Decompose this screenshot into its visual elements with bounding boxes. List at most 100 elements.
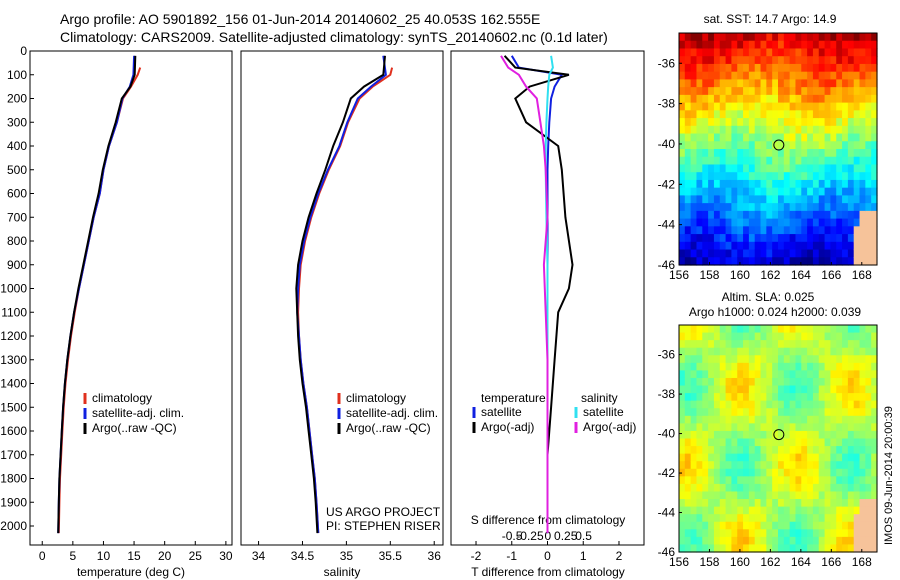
- map-cell: [842, 536, 849, 546]
- map-cell: [684, 468, 692, 477]
- map-cell: [743, 385, 750, 394]
- x-tick-label: 34.5: [291, 549, 315, 563]
- map-cell: [713, 347, 721, 356]
- map-cell: [772, 226, 779, 235]
- map-cell: [719, 347, 727, 356]
- map-cell: [801, 476, 808, 485]
- map-cell: [871, 325, 878, 334]
- map-cell: [807, 325, 814, 334]
- map-cell: [865, 453, 872, 462]
- map-cell: [760, 476, 767, 485]
- map-cell: [807, 340, 814, 349]
- map-cell: [812, 149, 820, 158]
- map-cell: [859, 483, 866, 493]
- map-cell: [731, 347, 738, 356]
- map-cell: [713, 499, 721, 508]
- map-cell: [818, 544, 826, 553]
- map-cell: [812, 461, 820, 470]
- map-cell: [824, 514, 832, 523]
- map-cell: [719, 226, 727, 235]
- map-cell: [818, 483, 826, 493]
- map-cell: [865, 63, 872, 73]
- map-cell: [830, 385, 837, 394]
- map-cell: [865, 164, 872, 173]
- map-cell: [772, 125, 779, 135]
- map-cell: [684, 355, 692, 364]
- map-cell: [737, 476, 744, 485]
- map-cell: [789, 544, 797, 553]
- map-cell: [824, 355, 832, 364]
- map-cell: [865, 125, 872, 135]
- map-cell: [789, 415, 797, 424]
- map-cell: [859, 362, 866, 371]
- map-cell: [812, 141, 820, 150]
- map-cell: [690, 438, 698, 447]
- map-cell: [778, 400, 785, 409]
- map-cell: [795, 446, 802, 455]
- map-cell: [696, 118, 703, 127]
- map-cell: [807, 118, 814, 127]
- map-cell: [754, 218, 762, 227]
- map-cell: [865, 56, 872, 65]
- map-cell: [783, 257, 791, 266]
- map-cell: [778, 118, 785, 127]
- map-cell: [696, 63, 703, 73]
- map-cell: [772, 87, 779, 96]
- map-cell: [789, 87, 797, 96]
- map-cell: [836, 340, 843, 349]
- y-tick-label: 500: [7, 163, 27, 177]
- map-cell: [830, 446, 837, 455]
- map-cell: [743, 226, 750, 235]
- map-cell: [859, 340, 866, 349]
- map-cell: [812, 102, 820, 111]
- map-cell: [690, 48, 698, 57]
- map-cell: [731, 33, 738, 42]
- diff-legend-title: salinity: [581, 391, 618, 405]
- map-cell: [836, 476, 843, 485]
- map-cell: [679, 133, 686, 142]
- x-axis-label: salinity: [324, 565, 361, 579]
- map-y-tick-label: -46: [658, 258, 676, 272]
- map-cell: [859, 118, 866, 127]
- map-cell: [795, 370, 802, 379]
- map-cell: [778, 164, 785, 173]
- map-cell: [754, 234, 762, 243]
- map-cell: [853, 385, 861, 394]
- map-cell: [760, 40, 767, 50]
- map-cell: [708, 521, 715, 530]
- map-cell: [807, 149, 814, 158]
- map-cell: [778, 218, 785, 227]
- map-cell: [871, 164, 878, 173]
- map-cell: [766, 234, 773, 243]
- map-cell: [696, 133, 703, 142]
- map-cell: [795, 514, 802, 523]
- map-cell: [836, 249, 843, 258]
- map-cell: [812, 133, 820, 142]
- map-cell: [847, 241, 855, 251]
- argo-position-marker: [773, 139, 785, 151]
- map-cell: [812, 210, 820, 220]
- map-cell: [760, 203, 767, 212]
- map-cell: [748, 179, 756, 189]
- map-cell: [766, 149, 773, 158]
- map-cell: [778, 325, 785, 334]
- map-cell: [853, 491, 861, 500]
- map-cell: [731, 94, 738, 104]
- map-cell: [708, 536, 715, 546]
- map-cell: [766, 210, 773, 220]
- map-cell: [778, 149, 785, 158]
- map-cell: [871, 476, 878, 485]
- map-cell: [842, 133, 849, 142]
- map-cell: [679, 438, 686, 447]
- diff-temperature-legend-label: satellite: [481, 405, 522, 419]
- map-cell: [783, 325, 791, 334]
- map-cell: [754, 156, 762, 166]
- map-cell: [684, 476, 692, 485]
- map-cell: [748, 257, 756, 266]
- map-cell: [754, 71, 762, 80]
- map-cell: [795, 172, 802, 181]
- map-cell: [801, 125, 808, 135]
- map-cell: [789, 195, 797, 204]
- map-cell: [859, 347, 866, 356]
- map-cell: [801, 483, 808, 493]
